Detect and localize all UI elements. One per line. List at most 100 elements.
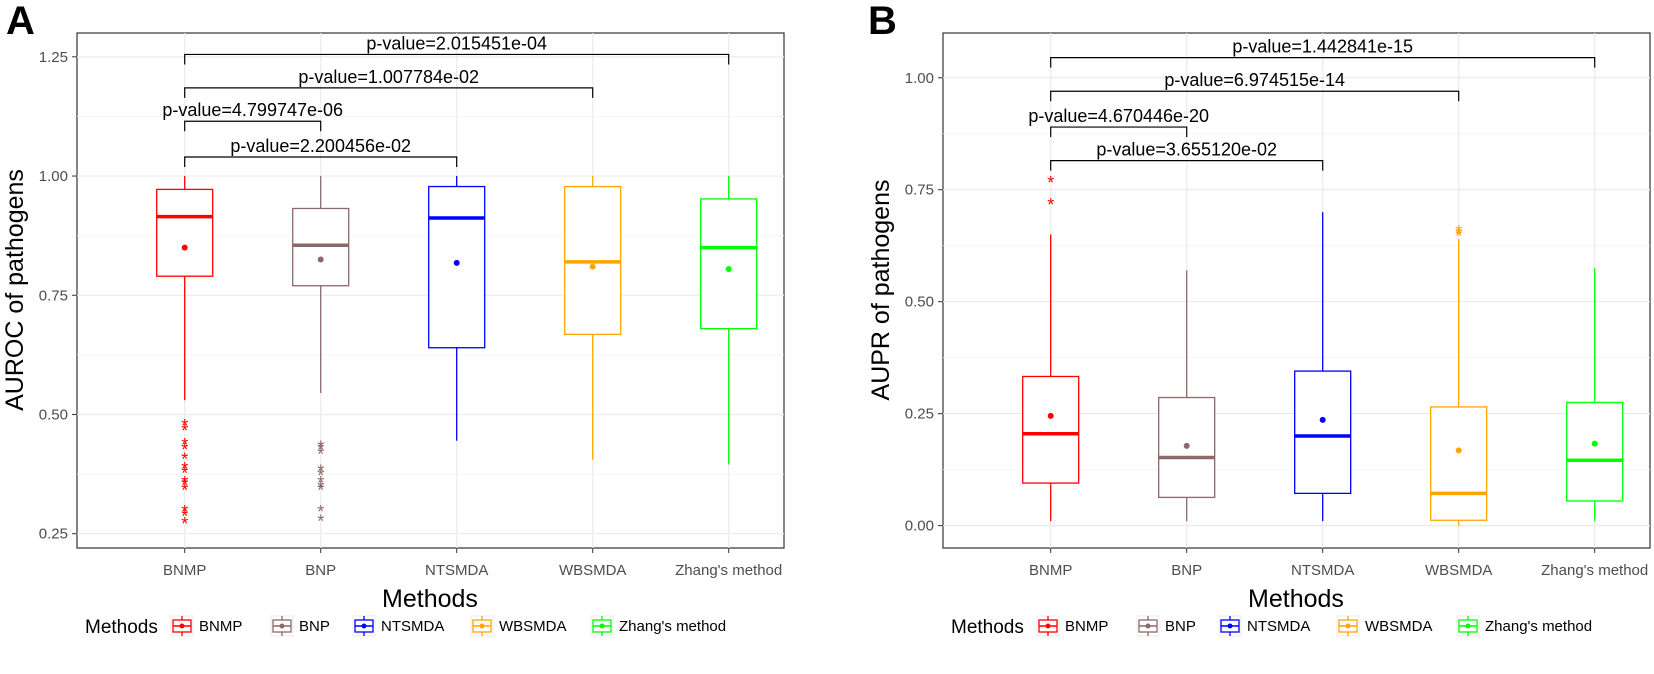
outlier-point: * [181,480,188,500]
comparison-bracket [184,53,730,65]
x-tick-label: NTSMDA [425,562,488,579]
box [1430,406,1488,521]
mean-point [589,263,596,270]
y-axis-title-a: AUROC of pathogens [1,169,29,411]
legend-key-mean [279,623,285,629]
p-value-label: p-value=1.007784e-02 [298,67,479,87]
x-tick-label: NTSMDA [1291,562,1354,579]
outlier-point: * [181,459,188,479]
y-tick-label: 1.00 [905,70,934,87]
x-tick-label: WBSMDA [1425,562,1493,579]
outlier-point: * [1455,222,1462,242]
panel-letter-a: A [6,0,35,43]
legend-label: NTSMDA [1247,618,1310,635]
outlier-point: * [1455,227,1462,247]
comparison-bracket [184,156,458,167]
outlier-point: * [181,449,188,469]
y-tick-label: 0.75 [905,182,934,199]
legend-key-mean [479,623,485,629]
x-tick-label: Zhang's method [675,562,782,579]
y-tick-label: 0.50 [39,406,68,423]
outlier-point: * [181,473,188,493]
box [700,198,758,330]
y-tick-label: 1.00 [39,168,68,185]
outlier-point: * [181,416,188,436]
comparison-bracket [184,87,594,98]
outlier-point: * [317,440,324,460]
outlier-point: * [317,502,324,522]
p-value-label: p-value=1.442841e-15 [1232,37,1413,57]
panel-letter-b: B [868,0,897,43]
y-tick-label: 0.00 [905,518,934,535]
outlier-point: * [1047,195,1054,215]
legend-key-mean [361,623,367,629]
y-axis-title-b: AUPR of pathogens [867,180,895,401]
outlier-point: * [181,502,188,522]
box [1022,375,1080,484]
legend-label: BNP [299,618,330,635]
outlier-point: * [181,476,188,496]
p-value-label: p-value=2.200456e-02 [230,136,411,156]
x-tick-label: BNP [1171,562,1202,579]
legend-key-mean [1145,623,1151,629]
x-tick-label: WBSMDA [559,562,627,579]
box [1566,401,1624,502]
outlier-point: * [181,440,188,460]
comparison-bracket [1050,57,1596,68]
mean-point [1455,447,1462,454]
y-ticks-b: 0.00 0.25 0.50 0.75 1.00 [905,70,943,535]
outlier-point: * [181,464,188,484]
y-ticks-a: 0.25 0.50 0.75 1.00 1.25 [39,49,77,543]
legend-title: Methods [85,617,158,638]
y-tick-label: 1.25 [39,49,68,66]
y-tick-label: 0.50 [905,294,934,311]
box [292,207,350,287]
legend-label: BNP [1165,618,1196,635]
p-value-label: p-value=3.655120e-02 [1096,140,1277,160]
legend-key-mean [179,623,185,629]
comparison-bracket [1050,90,1460,102]
outlier-point: * [317,478,324,498]
legend-label: BNMP [199,618,242,635]
outlier-point: * [317,437,324,457]
legend-a: Methods BNMP BNP NTSMDA WBSMDA Zhang's method [85,615,726,638]
outlier-point: * [181,435,188,455]
outlier-point: * [317,511,324,531]
x-tick-label: BNMP [163,562,206,579]
x-tick-label: BNMP [1029,562,1072,579]
x-axis-title-a: Methods [382,585,478,613]
mean-point [453,259,460,266]
comparison-bracket [184,120,322,132]
y-tick-label: 0.25 [39,526,68,543]
legend-label: BNMP [1065,618,1108,635]
mean-point [1591,440,1598,447]
x-ticks-a: BNMP BNP NTSMDA WBSMDA Zhang's method [163,548,782,579]
outlier-point: * [317,461,324,481]
comparison-bracket [1050,126,1188,138]
panel-b: B *****p-value=1.442841e-15p-value=6.974… [867,0,1651,613]
box [156,188,214,277]
outlier-point: * [1047,173,1054,193]
box [428,185,486,349]
mean-point [1047,412,1054,419]
mean-point [1183,442,1190,449]
legend-key-mean [1345,623,1351,629]
legend-label: WBSMDA [1365,618,1433,635]
outlier-point: * [181,507,188,527]
legend-label: WBSMDA [499,618,567,635]
legend-key-mean [1045,623,1051,629]
p-value-label: p-value=2.015451e-04 [366,33,547,53]
outlier-point: * [1455,224,1462,244]
box [1294,370,1352,495]
outlier-point: * [317,480,324,500]
p-value-label: p-value=6.974515e-14 [1164,70,1345,90]
mean-point [317,256,324,263]
outlier-point: * [317,445,324,465]
legend-title: Methods [951,617,1024,638]
mean-point [1319,416,1326,423]
marks-b: *****p-value=1.442841e-15p-value=6.97451… [1022,37,1624,526]
outlier-point: * [181,514,188,534]
mean-point [181,244,188,251]
legend-key-mean [599,623,605,629]
